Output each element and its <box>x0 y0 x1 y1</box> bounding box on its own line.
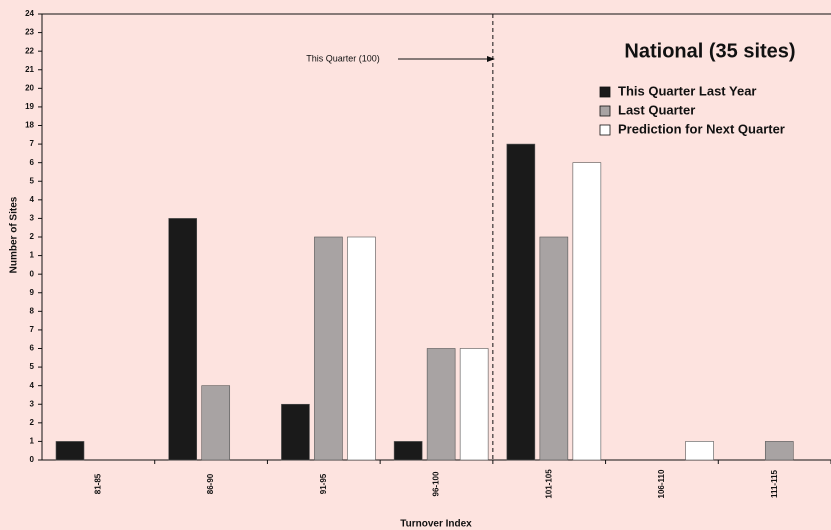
legend-swatch <box>599 105 611 117</box>
y-tick-label: 8 <box>30 306 35 315</box>
x-tick-label: 106-110 <box>657 469 666 498</box>
y-tick-label: 24 <box>25 9 34 18</box>
y-tick-label: 6 <box>30 158 35 167</box>
y-tick-label: 7 <box>30 325 35 334</box>
legend-label: Last Quarter <box>618 102 695 117</box>
y-tick-label: 3 <box>30 399 35 408</box>
annotation: This Quarter (100) <box>306 53 380 63</box>
y-tick-label: 4 <box>30 195 35 204</box>
x-tick-label: 101-105 <box>544 469 553 499</box>
y-tick-label: 19 <box>25 102 34 111</box>
legend-label: Prediction for Next Quarter <box>618 121 785 136</box>
y-tick-label: 7 <box>30 139 35 148</box>
y-tick-label: 18 <box>25 121 34 130</box>
x-tick-label: 96-100 <box>432 471 441 496</box>
bar <box>572 162 602 461</box>
bar <box>281 403 310 461</box>
y-tick-label: 23 <box>25 28 34 37</box>
bar <box>393 441 423 461</box>
x-tick-label: 81-85 <box>93 473 102 494</box>
bar <box>685 441 714 461</box>
y-tick-label: 20 <box>25 83 34 92</box>
bar <box>764 441 794 461</box>
bar <box>459 348 489 461</box>
y-tick-label: 0 <box>30 269 35 278</box>
y-tick-label: 21 <box>25 65 34 74</box>
y-tick-label: 1 <box>30 251 35 260</box>
y-tick-label: 6 <box>30 344 35 353</box>
legend-label: This Quarter Last Year <box>618 83 757 98</box>
x-axis-label: Turnover Index <box>400 519 472 530</box>
y-tick-label: 2 <box>30 232 35 241</box>
bar <box>506 143 536 461</box>
legend-swatch <box>599 86 611 98</box>
y-tick-label: 1 <box>30 437 35 446</box>
y-tick-label: 5 <box>30 176 35 185</box>
bar <box>347 236 376 461</box>
bar <box>314 236 343 461</box>
y-tick-label: 0 <box>30 455 35 464</box>
x-tick-label: 111-115 <box>770 469 779 498</box>
y-axis-label: Number of Sites <box>9 196 20 273</box>
y-tick-label: 5 <box>30 362 35 371</box>
chart-title: National (35 sites) <box>624 40 795 62</box>
x-tick-label: 86-90 <box>206 473 215 494</box>
bar <box>168 218 198 461</box>
y-tick-label: 2 <box>30 418 35 427</box>
y-tick-label: 4 <box>30 381 35 390</box>
y-tick-label: 9 <box>30 288 35 297</box>
y-tick-label: 3 <box>30 214 35 223</box>
x-tick-label: 91-95 <box>319 473 328 494</box>
bar <box>539 236 569 461</box>
bar <box>426 348 456 461</box>
bar <box>201 385 231 461</box>
arrow-head <box>487 56 495 62</box>
legend-swatch <box>599 124 611 136</box>
bar <box>55 441 85 461</box>
y-tick-label: 22 <box>25 46 34 55</box>
